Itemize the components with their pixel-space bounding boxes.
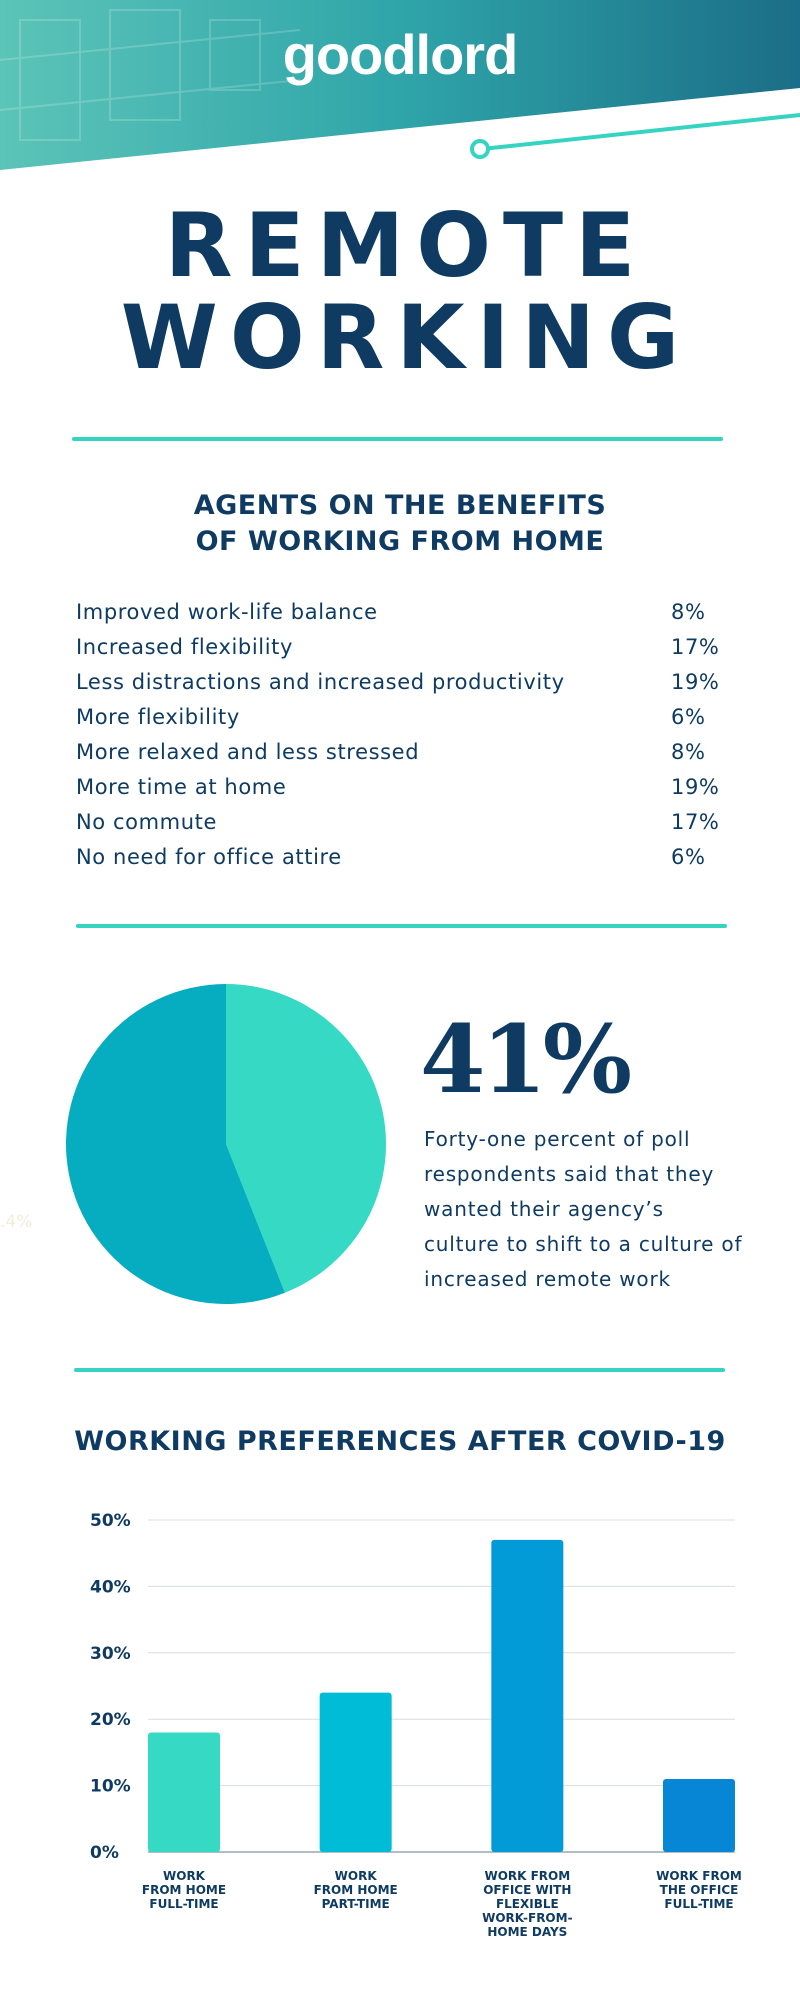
benefit-value: 6% [671,704,706,729]
list-item: Increased flexibility 17% [76,629,726,664]
divider [72,437,723,441]
y-tick-label: 10% [90,1777,131,1797]
x-tick-label: FROM HOME [314,1883,398,1897]
bar [663,1778,735,1852]
chart-title: WORKING PREFERENCES AFTER COVID-19 [74,1426,726,1457]
list-item: More relaxed and less stressed 8% [76,734,726,769]
benefit-label: Increased flexibility [76,634,294,659]
x-tick-label: WORK-FROM- [482,1911,572,1925]
x-tick-label: FLEXIBLE [496,1897,559,1911]
list-item: More time at home 19% [76,769,726,804]
faint-pie-label: .4% [0,1212,33,1232]
y-tick-label: 40% [90,1577,131,1597]
accent-dot [470,139,490,159]
list-item: No need for office attire 6% [76,839,726,874]
x-tick-label: FROM HOME [142,1883,226,1897]
bar-chart: 0% 10% 20% 30% 40% 50% WORK FROM HOME FULL-TIME W… [0,1490,800,1970]
benefit-value: 8% [671,739,706,764]
title-line-1: REMOTE [164,194,648,297]
bar [319,1692,392,1852]
x-tick-label: FULL-TIME [149,1897,218,1911]
pie-chart-svg [66,984,387,1304]
benefits-title: AGENTS ON THE BENEFITS OF WORKING FROM H… [0,488,800,560]
benefit-label: No need for office attire [76,844,342,869]
stat-value: 41% [420,1005,632,1115]
benefit-label: Less distractions and increased producti… [76,669,565,694]
benefit-value: 17% [671,634,720,659]
benefit-label: No commute [76,809,218,834]
x-tick-label: OFFICE WITH [483,1883,571,1897]
benefit-value: 19% [671,669,720,694]
divider [76,924,727,928]
x-tick-label: PART-TIME [322,1897,390,1911]
x-tick-label: WORK FROM [656,1869,742,1883]
pie-chart [64,982,388,1310]
y-tick-label: 0% [90,1843,119,1863]
divider [74,1368,725,1372]
benefit-value: 19% [671,774,720,799]
list-item: No commute 17% [76,804,726,839]
list-item: Improved work-life balance 8% [76,594,726,629]
page-title: REMOTE WORKING [0,200,800,384]
x-tick-label: WORK [335,1869,378,1883]
pie-slice [226,984,387,1293]
benefit-label: More flexibility [76,704,240,729]
banner-shape [0,0,800,170]
benefits-title-line-1: AGENTS ON THE BENEFITS [193,490,607,521]
bar [491,1539,564,1852]
list-item: More flexibility 6% [76,699,726,734]
benefit-label: More relaxed and less stressed [76,739,420,764]
banner-graphic [0,0,800,170]
x-tick-label: FULL-TIME [664,1897,733,1911]
list-item: Less distractions and increased producti… [76,664,726,699]
benefit-value: 17% [671,809,720,834]
stat-description: Forty-one percent of poll respondents sa… [424,1127,743,1291]
header-banner: goodlord [0,0,800,175]
goodlord-logo: goodlord [282,23,519,86]
pie-slice [66,984,285,1304]
benefit-label: Improved work-life balance [76,599,378,624]
benefit-value: 6% [671,844,706,869]
benefit-label: More time at home [76,774,287,799]
y-tick-label: 30% [90,1644,131,1664]
y-tick-label: 50% [90,1511,131,1531]
x-tick-label: WORK [163,1869,206,1883]
bar [148,1732,220,1852]
building-texture [0,9,301,141]
benefits-list: Improved work-life balance 8% Increased … [76,594,726,874]
y-tick-label: 20% [90,1710,131,1730]
benefits-title-line-2: OF WORKING FROM HOME [195,526,605,557]
title-line-2: WORKING [120,286,692,389]
x-tick-label: HOME DAYS [487,1925,567,1939]
x-tick-label: THE OFFICE [660,1883,739,1897]
x-tick-label: WORK FROM [484,1869,570,1883]
benefit-value: 8% [671,599,706,624]
accent-line [481,113,800,151]
